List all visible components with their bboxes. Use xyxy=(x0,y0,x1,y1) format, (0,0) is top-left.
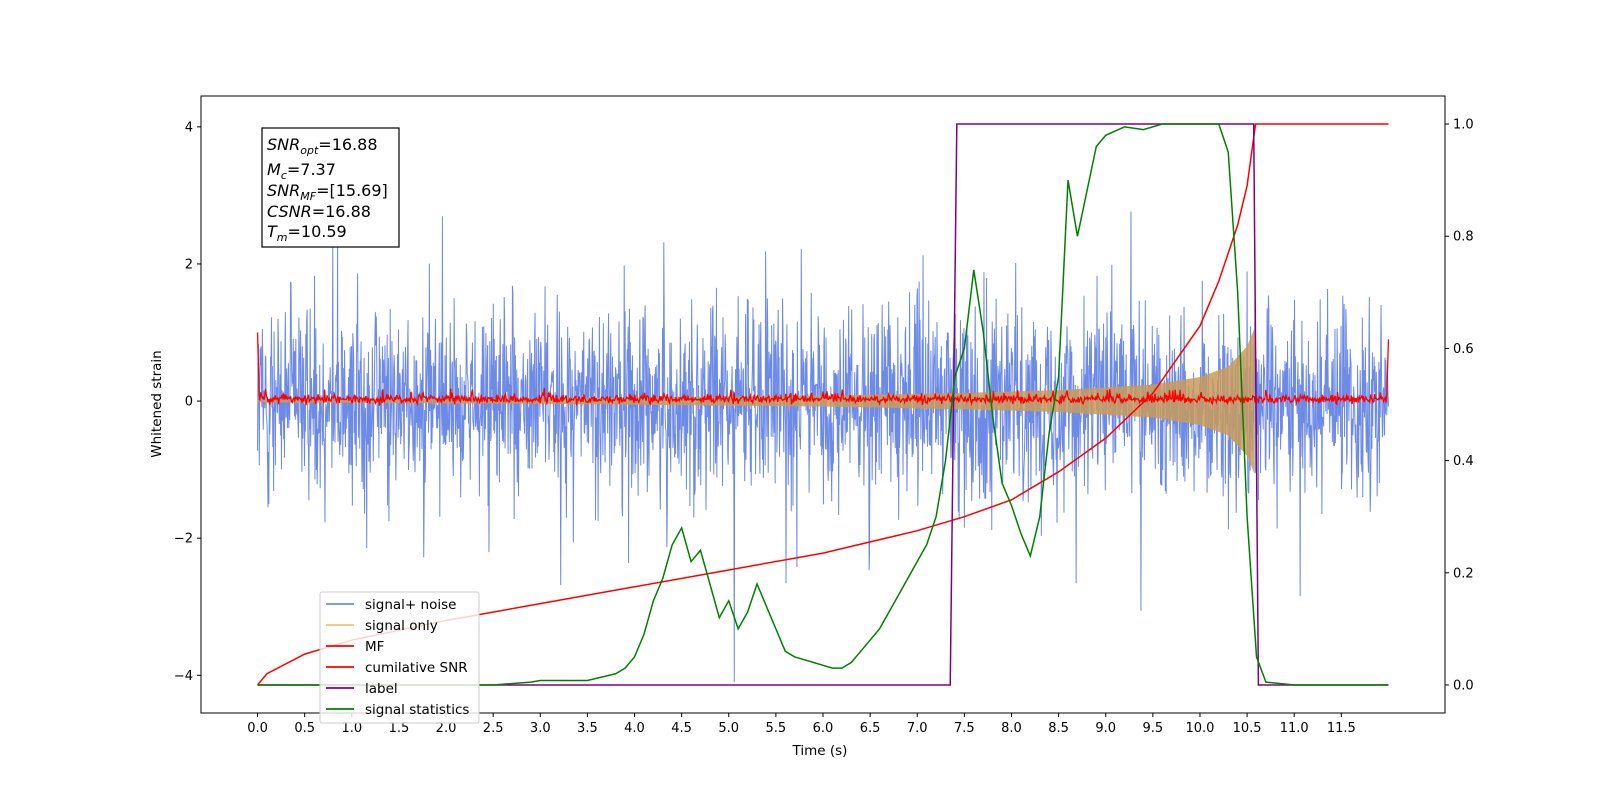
annotation-snr-opt: SNRopt=16.88 xyxy=(267,135,378,157)
legend-label: signal+ noise xyxy=(365,597,456,613)
x-axis-label: Time (s) xyxy=(792,743,848,759)
x-tick-label: 8.5 xyxy=(1048,721,1069,736)
x-tick-label: 6.0 xyxy=(813,721,834,736)
x-tick-label: 5.5 xyxy=(766,721,787,736)
y-tick-label: 2 xyxy=(185,257,193,272)
annotation-mc: Mc=7.37 xyxy=(267,160,336,182)
x-tick-label: 11.0 xyxy=(1280,721,1309,736)
x-tick-label: 3.5 xyxy=(577,721,598,736)
legend-item: signal only xyxy=(326,618,438,634)
x-tick-label: 4.5 xyxy=(671,721,692,736)
legend-item: signal statistics xyxy=(326,702,469,718)
annotation-csnr-value: 16.88 xyxy=(325,202,371,221)
y2-tick-label: 0.4 xyxy=(1453,454,1474,469)
y-axis-right: 1.0 0.8 0.6 0.4 0.2 0.0 xyxy=(1445,118,1474,693)
legend-label: cumilative SNR xyxy=(365,660,468,676)
series-label xyxy=(257,123,1389,686)
x-tick-label: 0.5 xyxy=(294,721,315,736)
x-tick-label: 5.0 xyxy=(718,721,739,736)
y2-tick-label: 0.2 xyxy=(1453,566,1474,581)
annotation-tm: Tm=10.59 xyxy=(267,222,347,244)
y2-tick-label: 0.0 xyxy=(1453,678,1474,693)
x-tick-label: 3.0 xyxy=(530,721,551,736)
x-tick-label: 11.5 xyxy=(1327,721,1356,736)
series-signal-noise xyxy=(257,211,1389,683)
legend-item: MF xyxy=(326,639,384,655)
annotation-tm-value: 10.59 xyxy=(301,222,347,241)
y2-tick-label: 1.0 xyxy=(1453,118,1474,133)
legend-frame xyxy=(319,591,480,724)
annotation-box: SNRopt=16.88 Mc=7.37 SNRMF=[15.69] CSNR=… xyxy=(261,127,400,248)
series-mf xyxy=(256,332,1390,407)
legend-label: signal statistics xyxy=(365,702,469,718)
x-tick-label: 2.5 xyxy=(483,721,504,736)
legend-item: cumilative SNR xyxy=(326,660,468,676)
annotation-mc-value: 7.37 xyxy=(300,160,336,179)
y-axis-left: 4 2 0 −2 −4 xyxy=(174,120,201,684)
annotation-csnr: CSNR=16.88 xyxy=(267,202,371,221)
annotation-snr-mf-value: [15.69] xyxy=(329,181,387,200)
x-tick-label: 10.0 xyxy=(1185,721,1214,736)
legend: signal+ noise signal only MF cumilative SNR… xyxy=(319,591,480,724)
legend-label: label xyxy=(365,681,398,697)
annotation-snr-opt-value: 16.88 xyxy=(332,135,378,154)
y-tick-label: 4 xyxy=(185,120,193,135)
x-tick-label: 4.0 xyxy=(624,721,645,736)
x-tick-label: 9.5 xyxy=(1143,721,1164,736)
y-tick-label: −2 xyxy=(174,532,193,547)
x-tick-label: 1.0 xyxy=(341,721,362,736)
legend-item: label xyxy=(326,681,398,697)
x-axis: 0.0 0.5 1.0 1.5 2.0 2.5 3.0 3.5 4.0 4.5 5.0 5.5 6.0 6… xyxy=(247,713,1356,736)
legend-label: signal only xyxy=(365,618,438,634)
x-tick-label: 6.5 xyxy=(860,721,881,736)
x-tick-label: 10.5 xyxy=(1233,721,1262,736)
legend-item: signal+ noise xyxy=(326,597,456,613)
y2-tick-label: 0.8 xyxy=(1453,230,1474,245)
x-tick-label: 8.0 xyxy=(1001,721,1022,736)
x-tick-label: 2.0 xyxy=(436,721,457,736)
legend-label: MF xyxy=(365,639,384,655)
series-signal-statistics xyxy=(257,123,1389,686)
y-tick-label: −4 xyxy=(174,669,193,684)
y-tick-label: 0 xyxy=(185,395,193,410)
annotation-snr-mf: SNRMF=[15.69] xyxy=(267,181,388,203)
x-tick-label: 7.0 xyxy=(907,721,928,736)
series-signal-only xyxy=(257,327,1255,475)
y-axis-label: Whitened strain xyxy=(149,350,165,457)
x-tick-label: 9.0 xyxy=(1095,721,1116,736)
x-tick-label: 0.0 xyxy=(247,721,268,736)
x-tick-label: 7.5 xyxy=(954,721,975,736)
y2-tick-label: 0.6 xyxy=(1453,342,1474,357)
x-tick-label: 1.5 xyxy=(389,721,410,736)
